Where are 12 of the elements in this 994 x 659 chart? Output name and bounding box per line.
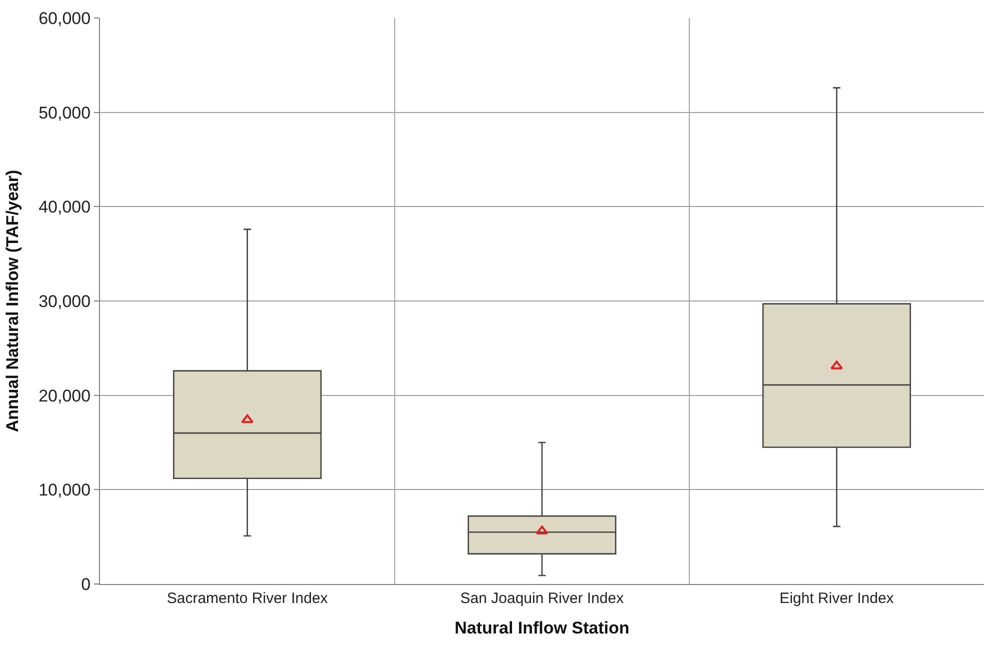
y-tick-label: 20,000: [38, 386, 91, 406]
y-tick-label: 0: [81, 574, 91, 594]
x-tick-label: Sacramento River Index: [166, 590, 328, 607]
y-tick-label: 30,000: [38, 292, 91, 311]
y-tick-label: 10,000: [38, 480, 91, 500]
y-tick-label: 40,000: [38, 198, 91, 217]
y-tick-label: 60,000: [38, 8, 91, 28]
x-axis-title: Natural Inflow Station: [454, 618, 630, 638]
x-tick-label: Eight River Index: [780, 590, 894, 607]
y-tick-label: 50,000: [38, 103, 91, 122]
y-axis-title: Annual Natural Inflow (TAF/year): [3, 170, 22, 432]
x-tick-label: San Joaquin River Index: [460, 590, 624, 607]
